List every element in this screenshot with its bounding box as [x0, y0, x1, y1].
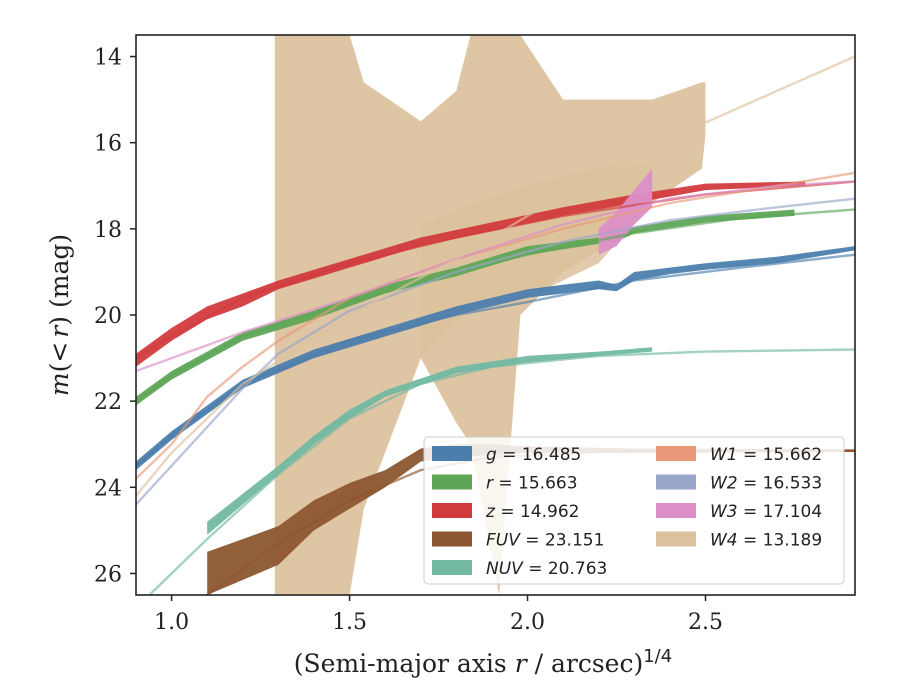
legend-item-w3: W3 = 17.104	[656, 502, 822, 522]
y-tick-label: 24	[94, 476, 122, 501]
legend-label: W2 = 16.533	[710, 474, 822, 494]
legend-swatch	[656, 446, 696, 461]
legend-swatch	[656, 503, 696, 518]
legend-label: g = 16.485	[486, 445, 581, 465]
legend-swatch	[656, 531, 696, 547]
legend-item-fuv: FUV = 23.151	[432, 531, 604, 551]
legend-swatch	[432, 446, 472, 461]
y-tick-label: 16	[94, 132, 122, 157]
legend-frame	[423, 436, 845, 585]
legend-label: W4 = 13.189	[710, 531, 822, 551]
x-axis-ticks: 1.0 1.5 2.0 2.5	[154, 595, 723, 635]
y-tick-label: 20	[94, 304, 122, 329]
legend-label: z = 14.962	[485, 502, 579, 522]
y-axis-ticks: 14 16 18 20 22 24 26	[94, 46, 136, 587]
legend: g = 16.485 r = 15.663 z = 14.962 FUV = 23.1…	[423, 436, 845, 585]
x-tick-label: 2.0	[510, 610, 545, 635]
band-w3	[598, 168, 653, 255]
legend-item-g: g = 16.485	[432, 445, 581, 465]
y-tick-label: 22	[94, 390, 122, 415]
legend-item-z: z = 14.962	[432, 502, 579, 522]
y-tick-label: 14	[94, 46, 122, 71]
legend-item-w2: W2 = 16.533	[656, 474, 822, 494]
legend-label: W3 = 17.104	[710, 502, 822, 522]
model-line-w2	[136, 197, 855, 506]
x-tick-label: 1.0	[154, 610, 189, 635]
legend-label: W1 = 15.662	[710, 445, 822, 465]
x-axis-label: (Semi-major axis r / arcsec)1/4	[294, 646, 672, 678]
x-tick-label: 2.5	[688, 610, 723, 635]
x-tick-label: 1.5	[332, 610, 367, 635]
model-line-w4	[136, 55, 855, 497]
model-line-nuv	[147, 348, 855, 595]
legend-label: FUV = 23.151	[486, 531, 604, 551]
legend-item-w4: W4 = 13.189	[656, 531, 822, 551]
legend-label: r = 15.663	[486, 474, 578, 494]
model-line-g	[136, 253, 855, 467]
y-axis-label: m(<r) (mag)	[45, 234, 74, 396]
band-w4-inner	[420, 164, 653, 359]
legend-swatch	[432, 474, 472, 490]
band-fuv	[207, 444, 855, 595]
legend-swatch	[432, 531, 472, 547]
legend-label: NUV = 20.763	[486, 559, 607, 579]
legend-item-r: r = 15.663	[432, 474, 578, 494]
legend-item-w1: W1 = 15.662	[656, 445, 822, 465]
y-tick-label: 26	[94, 562, 122, 587]
legend-item-nuv: NUV = 20.763	[432, 559, 607, 579]
y-tick-label: 18	[94, 218, 122, 243]
legend-swatch	[432, 560, 472, 575]
legend-swatch	[432, 503, 472, 518]
legend-swatch	[656, 474, 696, 490]
